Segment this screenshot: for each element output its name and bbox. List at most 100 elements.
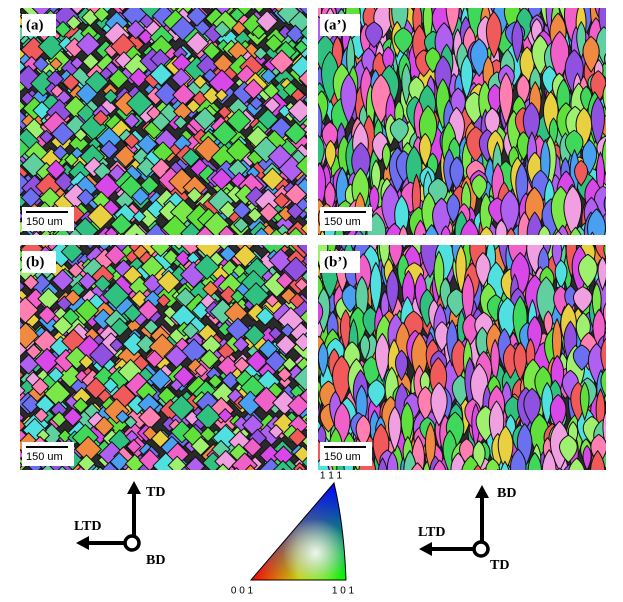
ipf-label: 1 1 1 <box>320 471 343 482</box>
grain <box>506 227 516 235</box>
grain <box>3 81 20 98</box>
grain <box>292 461 307 470</box>
grain <box>87 203 114 230</box>
grain <box>610 439 623 480</box>
grain <box>304 131 307 137</box>
grain <box>579 381 590 422</box>
grain <box>388 486 396 512</box>
grain <box>583 485 602 526</box>
grain <box>115 471 132 488</box>
grain <box>64 152 79 168</box>
grain <box>381 484 397 515</box>
grain <box>244 471 269 496</box>
grain <box>364 476 378 504</box>
grain <box>173 245 185 251</box>
grain <box>108 68 130 90</box>
arrow-head <box>419 542 432 556</box>
grain <box>563 484 580 520</box>
grain <box>85 245 95 250</box>
grain <box>582 444 592 470</box>
grain <box>462 313 479 346</box>
grain <box>450 452 466 470</box>
grain <box>432 459 447 470</box>
grain <box>600 368 606 398</box>
grain <box>65 14 82 31</box>
grain <box>33 347 61 374</box>
grain <box>461 273 475 326</box>
grain <box>33 407 49 423</box>
grain <box>41 463 55 470</box>
grain <box>4 403 18 417</box>
grain <box>430 381 448 427</box>
grain <box>280 467 286 470</box>
grain <box>268 248 293 273</box>
grain <box>150 245 172 258</box>
grain <box>281 231 290 235</box>
scale-bar-label: 150 um <box>26 451 63 463</box>
grain <box>207 396 235 424</box>
grain <box>167 8 170 9</box>
grain <box>21 475 40 494</box>
grain <box>260 167 285 191</box>
grain <box>63 407 83 427</box>
grain <box>431 484 442 512</box>
grain <box>114 144 138 168</box>
grain <box>543 310 554 338</box>
grain <box>576 472 588 520</box>
grain <box>564 129 584 160</box>
grain <box>64 346 89 370</box>
grain <box>602 302 606 325</box>
grain <box>595 488 610 519</box>
grain <box>559 434 578 464</box>
grain <box>51 268 75 292</box>
grain <box>92 109 109 127</box>
grain <box>137 28 154 46</box>
grain <box>610 261 622 285</box>
grain <box>369 261 383 316</box>
grain <box>192 74 208 90</box>
grain <box>246 474 264 492</box>
grain <box>194 363 209 378</box>
grain <box>169 378 184 392</box>
grain <box>277 104 292 118</box>
grain <box>318 388 319 404</box>
axis-label: BD <box>146 553 165 568</box>
grain <box>83 156 105 178</box>
grain <box>597 256 606 292</box>
grain <box>232 263 247 278</box>
grain <box>245 186 267 208</box>
grain <box>273 192 290 209</box>
grain <box>445 8 460 37</box>
grain <box>208 478 220 490</box>
grain <box>605 272 606 282</box>
grain <box>20 370 25 380</box>
grain <box>93 415 115 437</box>
grain <box>109 317 130 338</box>
grain <box>149 367 172 391</box>
grain <box>418 132 432 168</box>
grain <box>99 66 114 81</box>
grain <box>75 298 100 323</box>
grain <box>610 130 623 173</box>
grain <box>115 409 130 424</box>
grain <box>378 245 391 272</box>
grain <box>190 436 211 457</box>
grain <box>103 88 119 105</box>
grain <box>590 231 595 235</box>
grain <box>52 144 69 161</box>
grain <box>440 471 450 521</box>
grain <box>401 245 407 250</box>
grain <box>137 299 160 321</box>
grain <box>96 466 105 470</box>
grain <box>496 469 499 470</box>
grain <box>20 363 21 364</box>
grain <box>612 26 623 73</box>
grain <box>93 8 111 23</box>
grain <box>482 467 490 470</box>
grain <box>20 245 24 249</box>
grain <box>305 57 307 60</box>
grain <box>609 70 622 116</box>
grain <box>300 25 307 40</box>
grain <box>411 462 424 470</box>
grain <box>219 285 239 305</box>
